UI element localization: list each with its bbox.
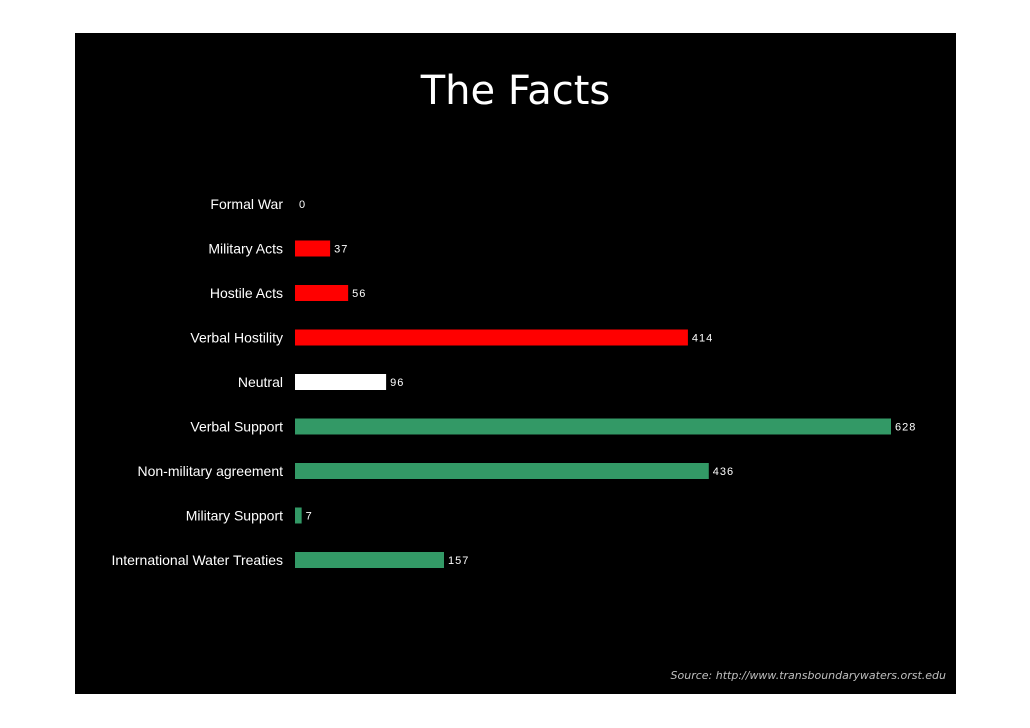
bar (295, 329, 688, 346)
value-label: 96 (390, 377, 404, 389)
category-label: Verbal Hostility (190, 330, 283, 346)
category-label: Military Acts (208, 241, 283, 257)
category-label: Verbal Support (190, 419, 283, 435)
bar (295, 240, 331, 257)
value-label: 7 (306, 511, 313, 523)
value-label: 56 (352, 288, 366, 300)
bars (295, 240, 891, 568)
bar (295, 418, 891, 435)
category-label: Hostile Acts (210, 285, 283, 301)
bar (295, 374, 387, 390)
value-label: 628 (895, 422, 916, 434)
category-labels: Formal War Military Acts Hostile Acts Verba… (112, 196, 284, 568)
source-note: Source: http://www.transboundarywaters.o… (670, 669, 946, 682)
value-label: 37 (334, 244, 348, 256)
bar (295, 507, 302, 524)
value-labels: 0 37 56 414 96 628 436 7 157 (299, 199, 916, 567)
value-label: 436 (713, 466, 734, 478)
bar-chart: Formal War Military Acts Hostile Acts Verba… (112, 196, 916, 568)
category-label: International Water Treaties (112, 552, 283, 568)
category-label: Formal War (210, 196, 283, 212)
value-label: 414 (692, 333, 713, 345)
value-label: 157 (448, 555, 469, 567)
category-label: Military Support (186, 508, 283, 524)
bar (295, 552, 444, 568)
bar (295, 285, 349, 301)
category-label: Non-military agreement (138, 463, 284, 479)
value-label: 0 (299, 199, 306, 211)
chart-title: The Facts (420, 68, 611, 114)
bar (295, 463, 709, 479)
category-label: Neutral (238, 374, 283, 390)
slide-background: The Facts Formal War Military Acts Hostile… (75, 33, 956, 694)
